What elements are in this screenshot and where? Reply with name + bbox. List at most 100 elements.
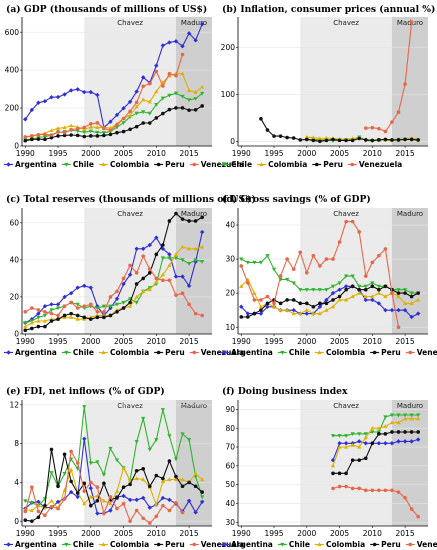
band-label: Chavez	[117, 402, 143, 410]
x-tick-label: 1990	[232, 529, 251, 538]
data-point-peru	[88, 317, 93, 321]
data-point-colombia	[95, 125, 100, 130]
data-point-peru	[370, 284, 375, 289]
y-tick-label: 8	[14, 439, 19, 448]
data-point-venezuela	[180, 291, 185, 296]
data-point-peru	[108, 313, 113, 318]
data-point-colombia	[29, 508, 34, 513]
data-point-argentina	[36, 100, 41, 105]
data-point-peru	[43, 324, 47, 329]
data-point-argentina	[239, 304, 244, 309]
data-point-chile	[75, 129, 80, 134]
data-point-peru	[396, 138, 401, 142]
data-point-argentina	[199, 499, 205, 504]
data-point-argentina	[42, 99, 48, 104]
data-point-colombia	[42, 318, 48, 323]
data-point-peru	[344, 287, 348, 292]
data-point-venezuela	[49, 133, 54, 137]
data-point-venezuela	[324, 257, 329, 261]
data-point-argentina	[186, 31, 192, 36]
data-point-peru	[141, 121, 146, 125]
legend-item-argentina: Argentina	[220, 348, 273, 357]
data-point-peru	[154, 252, 159, 257]
data-point-colombia	[154, 279, 159, 284]
x-tick-label: 1990	[16, 529, 35, 538]
data-point-venezuela	[278, 274, 283, 278]
data-point-peru	[82, 315, 87, 320]
legend-item-chile: Chile	[277, 540, 310, 549]
data-point-venezuela	[23, 135, 28, 139]
data-point-colombia	[88, 494, 93, 499]
data-point-chile	[271, 267, 277, 272]
legend-item-peru: Peru	[312, 160, 343, 169]
data-point-argentina	[154, 235, 159, 240]
data-point-peru	[357, 136, 362, 141]
panel-3: (c) Total reserves (thousands of million…	[4, 194, 256, 357]
data-point-venezuela	[56, 506, 60, 511]
data-point-venezuela	[390, 291, 394, 295]
band-chavez	[300, 400, 392, 526]
data-point-venezuela	[363, 126, 368, 130]
data-point-venezuela	[259, 298, 263, 302]
data-point-argentina	[415, 311, 421, 316]
data-point-argentina	[114, 112, 120, 118]
data-point-peru	[344, 471, 348, 476]
data-point-colombia	[330, 304, 336, 309]
data-point-argentina	[141, 75, 146, 80]
data-point-peru	[167, 459, 172, 463]
y-tick-label: 100	[221, 90, 236, 99]
data-point-argentina	[95, 92, 100, 98]
legend-marker	[408, 542, 413, 547]
data-point-argentina	[258, 311, 264, 316]
data-point-chile	[363, 432, 368, 437]
data-point-colombia	[69, 315, 74, 319]
data-point-peru	[62, 452, 67, 457]
data-point-colombia	[409, 416, 414, 421]
data-point-peru	[134, 468, 139, 473]
x-tick-label: 2015	[180, 337, 199, 346]
data-point-argentina	[141, 246, 146, 251]
series-peru	[23, 104, 204, 143]
data-point-argentina	[88, 89, 93, 95]
data-point-chile	[173, 256, 179, 261]
legend-marker	[101, 542, 106, 547]
x-tick-label: 1990	[16, 337, 35, 346]
legend-label: Argentina	[231, 540, 273, 549]
data-point-chile	[304, 288, 309, 292]
data-point-chile	[363, 284, 368, 289]
series-line-chile	[25, 257, 203, 324]
data-point-argentina	[291, 307, 296, 313]
legend-item-peru: Peru	[154, 348, 185, 357]
data-point-peru	[252, 311, 257, 316]
legend-marker	[6, 350, 11, 355]
data-point-chile	[337, 281, 342, 286]
x-tick-label: 1995	[48, 529, 67, 538]
series-line-peru	[241, 285, 419, 318]
data-point-argentina	[193, 510, 198, 515]
data-point-peru	[344, 138, 348, 143]
data-point-argentina	[245, 311, 251, 316]
y-tick-label: 70	[225, 443, 235, 452]
legend-item-colombia: Colombia	[98, 540, 149, 549]
data-point-peru	[30, 519, 34, 523]
legend-label: Chile	[289, 348, 310, 357]
data-point-chile	[252, 260, 257, 265]
band-maduro	[175, 208, 212, 334]
data-point-argentina	[396, 307, 401, 313]
data-point-peru	[403, 137, 407, 142]
data-point-colombia	[154, 89, 159, 94]
series-venezuela	[363, 20, 414, 134]
data-point-peru	[200, 104, 204, 108]
data-point-peru	[141, 467, 146, 471]
data-point-chile	[49, 308, 54, 313]
data-point-peru	[187, 108, 191, 112]
band-label: Maduro	[397, 19, 423, 27]
data-point-argentina	[343, 284, 349, 289]
data-point-colombia	[167, 477, 172, 482]
legend-label: Colombia	[110, 160, 149, 169]
data-point-venezuela	[134, 508, 139, 513]
panel-5: (e) FDI, net inflows (% of GDP) Chavez Mad…	[4, 386, 244, 549]
data-point-venezuela	[370, 260, 375, 265]
data-point-chile	[330, 284, 336, 289]
